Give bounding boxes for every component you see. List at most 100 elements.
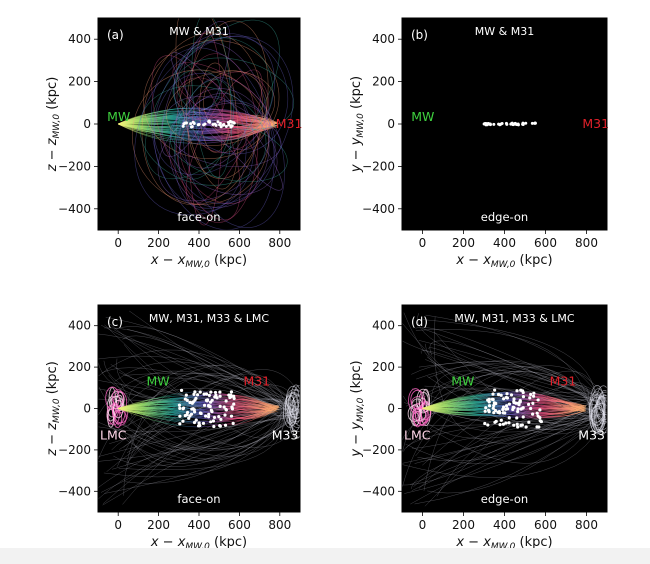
mw-m31-orbit-line (118, 404, 279, 416)
encounter-point (212, 424, 216, 429)
background-orbit (104, 327, 300, 411)
encounter-point (503, 411, 507, 415)
encounter-point (499, 393, 503, 397)
mw-m31-orbit-line (118, 408, 269, 414)
background-orbit (113, 326, 295, 416)
x-axis-label: x − xMW,0 (kpc) (455, 535, 552, 548)
mw-m31-loop-orbit (139, 85, 267, 186)
mw-m31-loop-orbit (153, 36, 275, 176)
background-orbit (405, 399, 607, 465)
background-orbit (98, 412, 300, 433)
encounter-point (538, 419, 542, 423)
background-orbit (422, 319, 596, 403)
encounter-point (209, 390, 213, 394)
encounter-point (499, 418, 503, 422)
background-orbit (421, 327, 607, 406)
encounter-point (507, 421, 511, 425)
encounter-point (529, 392, 533, 397)
encounter-point (487, 410, 491, 414)
x-axis-label: x − xMW,0 (kpc) (455, 253, 552, 270)
mw-m31-orbit-line (118, 108, 278, 125)
encounter-point (507, 402, 511, 406)
encounter-point (491, 406, 495, 410)
encounter-point (496, 410, 500, 414)
mw-m31-loop-orbit (185, 69, 263, 205)
background-orbit (124, 407, 289, 464)
encounter-point (198, 390, 202, 394)
encounter-point (194, 396, 198, 400)
m33-orbit (593, 401, 604, 431)
m33-orbit (590, 388, 606, 429)
mw-m31-orbit-line (118, 123, 278, 144)
mw-m31-loop-orbit (188, 31, 223, 226)
encounter-point (179, 388, 184, 393)
m33-orbit (291, 401, 300, 439)
background-orbit (410, 413, 605, 505)
x-tick-label: 400 (188, 236, 211, 250)
encounter-point (485, 122, 489, 126)
encounter-point (230, 124, 234, 128)
mw-m31-loop-orbit (170, 52, 283, 191)
background-orbit (104, 410, 284, 494)
m33-orbit (287, 392, 299, 424)
encounter-point (192, 121, 196, 125)
mw-m31-loop-orbit (175, 53, 259, 223)
encounter-point (509, 393, 514, 397)
encounter-point (538, 415, 542, 420)
encounter-point (207, 393, 211, 397)
encounter-point (211, 419, 216, 423)
mw-m31-orbit-line (118, 406, 278, 418)
encounter-point (201, 421, 206, 425)
background-orbit (98, 387, 299, 461)
mw-m31-orbit-line (118, 401, 276, 410)
background-orbit (124, 372, 282, 410)
background-orbit (419, 400, 601, 433)
encounter-point (483, 421, 487, 426)
x-axis-label: x − xMW,0 (kpc) (150, 535, 247, 548)
mw-m31-orbit-line (118, 123, 274, 138)
background-orbit (411, 409, 601, 449)
encounter-point (192, 420, 197, 425)
encounter-point (184, 393, 188, 397)
mw-m31-loop-orbit (182, 77, 285, 228)
encounter-point (222, 123, 226, 127)
mw-m31-orbit-line (118, 113, 277, 125)
background-orbit (411, 362, 606, 408)
x-tick-label: 0 (114, 518, 122, 532)
encounter-point (207, 120, 211, 124)
encounter-point (210, 398, 214, 402)
y-tick-label: 400 (372, 319, 395, 333)
encounter-point (519, 388, 523, 392)
panel-b: MW M31 (b) MW & M31 edge-on 0 200 400 600 800 −400… (349, 17, 609, 270)
mw-m31-loop-orbit (174, 32, 289, 155)
encounter-point (224, 399, 228, 403)
plot-area (402, 312, 607, 507)
mw-m31-loop-orbit (191, 18, 233, 178)
y-tick-label: 0 (387, 402, 395, 416)
encounter-point (207, 404, 211, 408)
mw-m31-orbit-line (118, 407, 277, 423)
encounter-point (207, 412, 211, 416)
y-axis-label: z − zMW,0 (kpc) (45, 77, 62, 173)
encounter-point (213, 122, 217, 126)
background-orbit (104, 324, 282, 439)
encounter-point (183, 397, 187, 401)
x-tick-label: 0 (419, 518, 427, 532)
mw-m31-loop-orbit (131, 69, 269, 205)
background-orbit (98, 415, 300, 489)
background-orbit (98, 407, 283, 500)
encounter-point (218, 404, 222, 408)
background-orbit (430, 405, 601, 464)
mw-m31-loop-orbit (183, 41, 268, 150)
m33-orbit (286, 385, 300, 413)
background-orbit (128, 377, 295, 417)
encounter-point (505, 122, 509, 126)
background-orbit (427, 376, 598, 435)
encounter-point (185, 413, 189, 417)
encounter-point (188, 414, 192, 418)
background-orbit (417, 400, 605, 462)
galaxy-label-m33: M33 (272, 428, 299, 443)
mw-m31-loop-orbit (166, 70, 276, 146)
background-orbit (114, 329, 292, 405)
encounter-point (197, 424, 202, 428)
